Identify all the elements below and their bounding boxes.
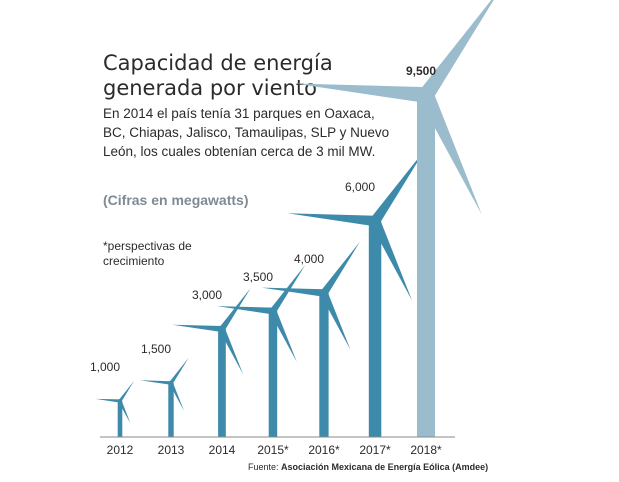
turbine-hub bbox=[269, 307, 277, 315]
tower-bar bbox=[117, 401, 123, 437]
turbine-hub bbox=[369, 215, 381, 227]
turbine-2017* bbox=[287, 149, 426, 437]
units-label: (Cifras en megawatts) bbox=[103, 192, 248, 208]
x-tick-label: 2013 bbox=[158, 443, 185, 457]
x-tick-label: 2016* bbox=[308, 443, 340, 457]
subtitle-line-3: León, los cuales obtenían cerca de 3 mil… bbox=[103, 144, 375, 159]
turbine-blade bbox=[320, 241, 360, 296]
value-label: 9,500 bbox=[406, 64, 436, 78]
tower-bar bbox=[168, 383, 174, 437]
value-label: 6,000 bbox=[345, 180, 375, 194]
value-labels: 1,000 1,500 3,000 3,500 4,000 6,000 9,500 bbox=[90, 64, 436, 374]
turbine-marks bbox=[95, 0, 494, 437]
turbine-blade bbox=[269, 309, 297, 362]
turbine-hub bbox=[117, 398, 123, 404]
turbine-2012 bbox=[95, 380, 135, 437]
value-label: 3,500 bbox=[243, 270, 273, 284]
chart-title-line-2: generada por viento bbox=[103, 76, 317, 100]
turbine-blade bbox=[320, 291, 351, 350]
tower-bar bbox=[319, 293, 329, 437]
subtitle-line-2: BC, Chiapas, Jalisco, Tamaulipas, SLP y … bbox=[103, 125, 389, 140]
turbine-blade bbox=[217, 306, 274, 315]
value-label: 4,000 bbox=[294, 252, 324, 266]
tower-bar bbox=[218, 329, 226, 437]
turbine-blade bbox=[169, 382, 185, 411]
tower-bar bbox=[268, 311, 278, 437]
turbine-hub bbox=[319, 288, 329, 298]
turbine-blade bbox=[419, 0, 494, 100]
turbine-2016* bbox=[261, 241, 360, 437]
turbine-blade bbox=[370, 149, 426, 224]
turbine-hub bbox=[168, 380, 174, 386]
turbine-blade bbox=[95, 398, 121, 403]
turbine-blade bbox=[172, 324, 223, 332]
source-prefix: Fuente: bbox=[248, 462, 281, 472]
turbine-blade bbox=[294, 83, 427, 103]
turbine-blade bbox=[287, 213, 376, 227]
x-tick-label: 2018* bbox=[410, 443, 442, 457]
turbine-blade bbox=[418, 91, 482, 215]
projection-note-line-2: crecimiento bbox=[103, 254, 165, 268]
x-tick-label: 2012 bbox=[107, 443, 134, 457]
x-tick-label: 2017* bbox=[359, 443, 391, 457]
value-label: 1,500 bbox=[141, 342, 171, 356]
tower-bar bbox=[368, 221, 382, 437]
subtitle-line-1: En 2014 el país tenía 31 parques en Oaxa… bbox=[103, 106, 375, 121]
x-tick-label: 2015* bbox=[257, 443, 289, 457]
source-note: Fuente: Asociación Mexicana de Energía E… bbox=[248, 462, 488, 472]
turbine-hub bbox=[218, 325, 226, 333]
turbine-blade bbox=[261, 287, 325, 297]
projection-note-line-1: *perspectivas de bbox=[103, 239, 192, 253]
turbine-hub bbox=[417, 86, 435, 104]
turbine-blade bbox=[219, 288, 251, 331]
source-text: Asociación Mexicana de Energía Eólica (A… bbox=[281, 462, 488, 472]
turbine-2013 bbox=[140, 357, 189, 437]
turbine-blade bbox=[219, 327, 244, 375]
turbine-blade bbox=[140, 380, 172, 385]
turbine-blade bbox=[118, 400, 131, 424]
x-axis-labels: 2012 2013 2014 2015* 2016* 2017* 2018* bbox=[107, 443, 442, 457]
chart-title-line-1: Capacidad de energía bbox=[103, 51, 333, 75]
tower-bar bbox=[417, 95, 435, 437]
value-label: 1,000 bbox=[90, 360, 120, 374]
turbine-2014 bbox=[172, 288, 251, 437]
turbine-blade bbox=[370, 218, 413, 301]
value-label: 3,000 bbox=[192, 288, 222, 302]
turbine-2018* bbox=[294, 0, 494, 437]
turbine-blade bbox=[169, 357, 189, 385]
turbine-blade bbox=[118, 380, 135, 402]
x-tick-label: 2014 bbox=[209, 443, 236, 457]
